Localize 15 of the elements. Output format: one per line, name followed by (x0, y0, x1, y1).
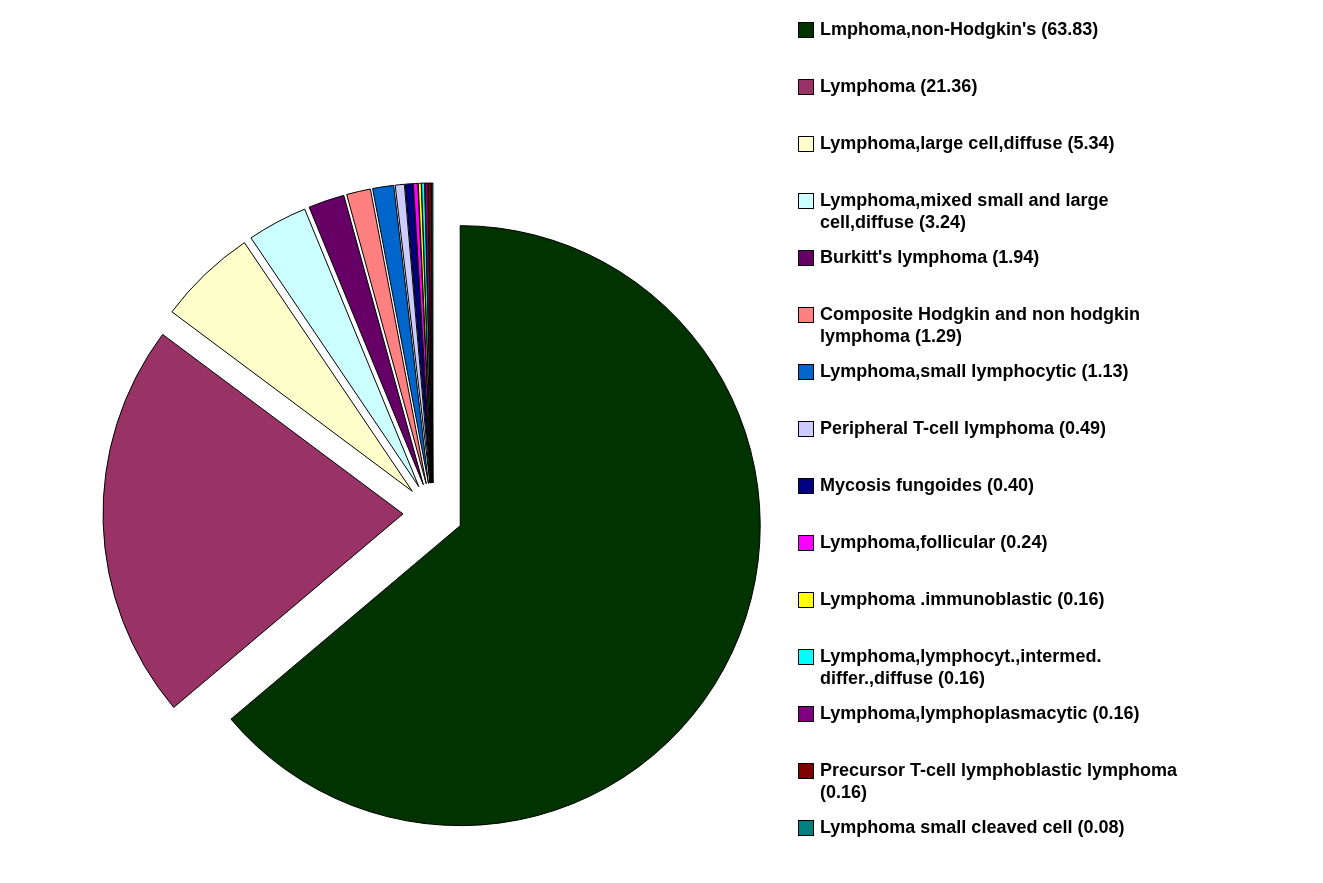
legend-label: Mycosis fungoides (0.40) (820, 474, 1036, 496)
legend-label: Lmphoma,non-Hodgkin's (63.83) (820, 18, 1100, 40)
legend-label: Lymphoma small cleaved cell (0.08) (820, 816, 1126, 838)
legend-label: Lymphoma,lymphocyt.,intermed. differ.,diffuse (0.16) (820, 645, 1103, 689)
legend-label: Lymphoma,small lymphocytic (1.13) (820, 360, 1130, 382)
legend-label: Composite Hodgkin and non hodgkin lymphoma (1.29) (820, 303, 1141, 347)
legend-label: Lymphoma,lymphoplasmacytic (0.16) (820, 702, 1141, 724)
legend-label: Lymphoma,large cell,diffuse (5.34) (820, 132, 1116, 154)
legend-label: Lymphoma,follicular (0.24) (820, 531, 1049, 553)
legend-label: Burkitt's lymphoma (1.94) (820, 246, 1041, 268)
legend-label: Lymphoma .immunoblastic (0.16) (820, 588, 1106, 610)
legend-label: Precursor T-cell lymphoblastic lymphoma (0.16) (820, 759, 1179, 803)
legend-label: Lymphoma (21.36) (820, 75, 979, 97)
legend-label: Peripheral T-cell lymphoma (0.49) (820, 417, 1108, 439)
legend-label: Lymphoma,mixed small and large cell,diffuse (3.24) (820, 189, 1110, 233)
